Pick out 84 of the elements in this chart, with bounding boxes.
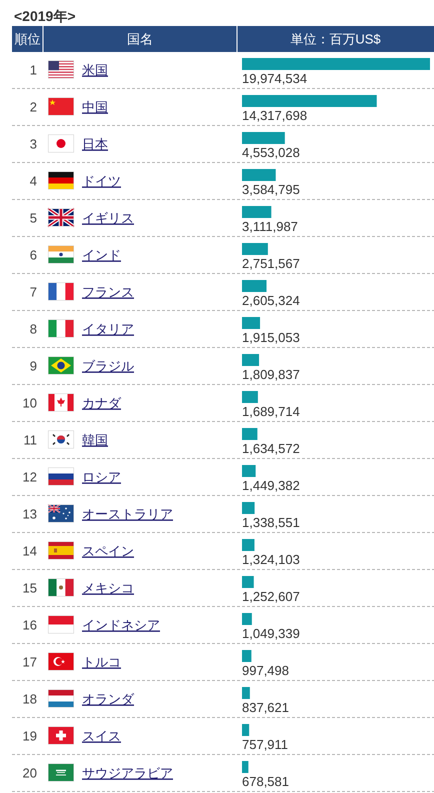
y-tick-label: トルコ — [82, 654, 121, 670]
y2-tick-label: 10 — [22, 396, 37, 410]
y-tick-label: メキシコ — [82, 580, 134, 596]
data-label: 1,324,103 — [242, 552, 300, 567]
y2-axis-title: 順位 — [14, 32, 40, 46]
y2-tick-label: 9 — [30, 358, 37, 374]
bar — [242, 354, 260, 366]
y-tick-label: イタリア — [82, 322, 134, 336]
y2-tick-label: 7 — [30, 284, 37, 300]
bar — [242, 613, 252, 625]
y-tick-label: ロシア — [82, 470, 121, 484]
y2-tick-label: 12 — [22, 470, 37, 484]
data-label: 2,751,567 — [242, 256, 300, 271]
y-tick-label: ドイツ — [82, 174, 121, 188]
y-tick-label: 韓国 — [82, 432, 108, 448]
y2-tick-label: 4 — [30, 174, 37, 188]
data-label: 837,621 — [242, 700, 289, 715]
y2-tick-label: 14 — [22, 544, 37, 558]
y2-tick-label: 17 — [22, 654, 37, 670]
data-label: 757,911 — [242, 737, 288, 752]
bar — [242, 169, 276, 181]
y-tick-label: イギリス — [82, 210, 134, 226]
y-axis-title: 国名 — [127, 32, 153, 46]
data-label: 2,605,324 — [242, 293, 300, 308]
y2-tick-label: 3 — [30, 136, 37, 152]
data-label: 1,809,837 — [242, 367, 300, 382]
y-tick-label: ブラジル — [82, 358, 134, 374]
bar — [242, 132, 285, 144]
bar — [242, 687, 250, 699]
y2-tick-label: 16 — [22, 618, 37, 632]
data-label: 19,974,534 — [242, 71, 308, 86]
y-tick-label: 米国 — [82, 62, 108, 78]
data-label: 1,689,714 — [242, 404, 300, 419]
y-tick-label: オーストラリア — [82, 506, 173, 522]
bar — [242, 428, 258, 440]
y-tick-label: サウジアラビア — [82, 766, 173, 780]
bar — [242, 95, 377, 107]
y2-tick-label: 15 — [22, 580, 37, 596]
y-tick-label: オランダ — [82, 692, 135, 706]
y-tick-label: 中国 — [82, 100, 108, 114]
bar — [242, 243, 268, 255]
bar — [242, 761, 248, 773]
bar — [242, 576, 254, 588]
y2-tick-label: 11 — [24, 432, 37, 448]
bar — [242, 539, 254, 551]
bar — [242, 465, 256, 477]
y2-tick-label: 8 — [30, 322, 37, 336]
text: <2019年> — [14, 8, 76, 24]
y2-tick-label: 20 — [22, 766, 37, 780]
y2-tick-label: 13 — [22, 506, 37, 522]
y-tick-label: スイス — [82, 728, 121, 744]
bar — [242, 391, 258, 403]
bar — [242, 502, 255, 514]
data-label: 3,584,795 — [242, 182, 300, 197]
bar — [242, 650, 252, 662]
y-tick-label: インド — [82, 248, 121, 262]
data-label: 1,634,572 — [242, 441, 300, 456]
x-axis-title: 単位：百万US$ — [290, 32, 382, 46]
y2-tick-label: 19 — [22, 728, 37, 744]
data-label: 1,338,551 — [242, 515, 300, 530]
y-tick-label: 日本 — [82, 136, 108, 152]
data-label: 1,449,382 — [242, 478, 300, 493]
y2-tick-label: 18 — [22, 692, 37, 706]
y2-tick-label: 2 — [30, 100, 37, 114]
y-tick-label: インドネシア — [82, 618, 160, 632]
y2-tick-label: 1 — [30, 62, 37, 78]
y2-tick-label: 6 — [30, 248, 37, 262]
y2-tick-label: 5 — [30, 210, 37, 226]
bar — [242, 724, 250, 736]
bar — [242, 317, 260, 329]
data-label: 997,498 — [242, 663, 289, 678]
y-tick-label: フランス — [82, 284, 134, 300]
y-tick-label: スペイン — [82, 544, 134, 558]
bar — [242, 280, 267, 292]
data-label: 1,252,607 — [242, 589, 300, 604]
data-label: 14,317,698 — [242, 108, 308, 123]
bar — [242, 206, 272, 218]
data-label: 678,581 — [242, 774, 289, 789]
data-label: 4,553,028 — [242, 145, 300, 160]
y-tick-label: カナダ — [82, 396, 122, 410]
data-label: 1,915,053 — [242, 330, 300, 345]
data-label: 3,111,987 — [242, 219, 298, 234]
bar — [242, 58, 430, 70]
data-label: 1,049,339 — [242, 626, 300, 641]
